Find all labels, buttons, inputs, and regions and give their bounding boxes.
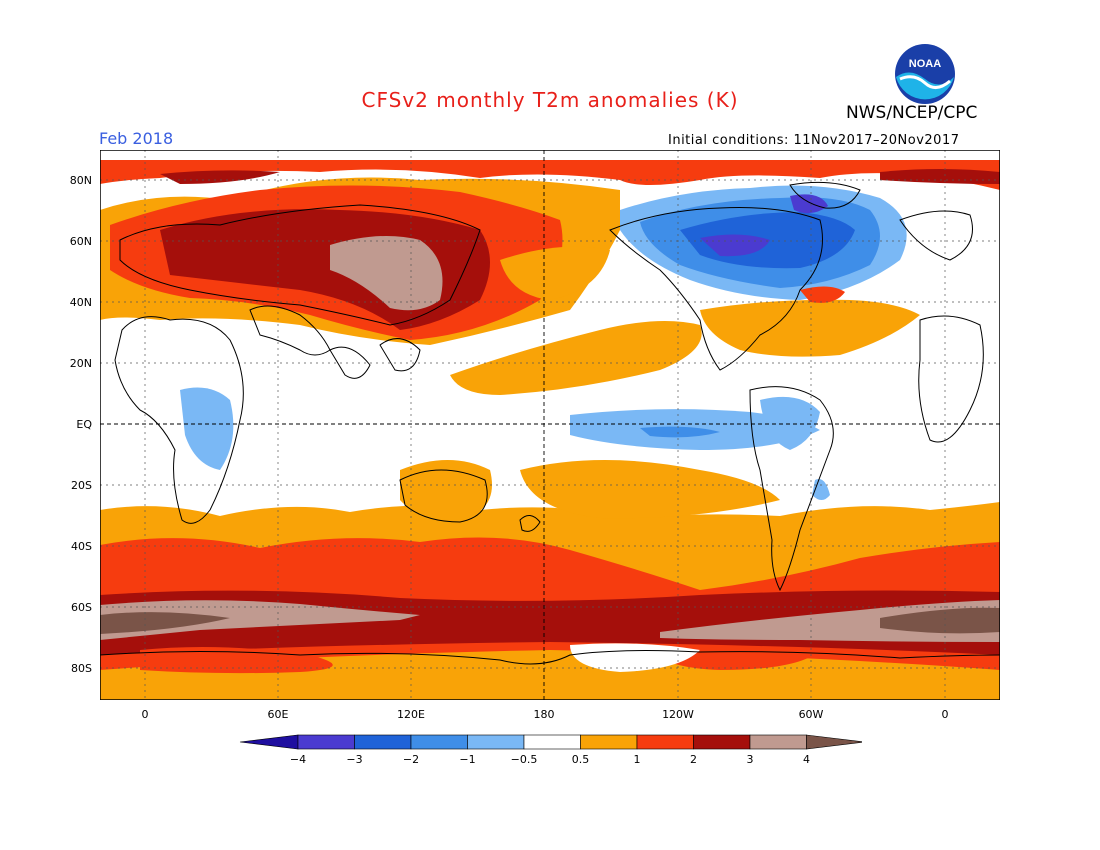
lat-label: 60S xyxy=(71,601,92,614)
lat-label: EQ xyxy=(76,418,92,431)
lon-label: 0 xyxy=(141,708,149,721)
colorbar-label: 4 xyxy=(803,753,810,766)
warm-asia-tan xyxy=(330,236,443,311)
colorbar-swatch xyxy=(467,734,525,750)
lat-label: 20S xyxy=(71,479,92,492)
colorbar-label: −3 xyxy=(346,753,363,766)
colorbar-label: −0.5 xyxy=(510,753,538,766)
colorbar-swatch xyxy=(297,734,355,750)
lat-label: 80S xyxy=(71,662,92,675)
colorbar-label: −1 xyxy=(459,753,476,766)
warm-central-pacific xyxy=(450,321,702,395)
lon-label: 60W xyxy=(798,708,824,721)
antarctic-red-patches xyxy=(140,646,820,674)
colorbar-arrow-right xyxy=(806,734,862,750)
anomaly-map xyxy=(100,150,1000,700)
cold-equatorial-pacific-dark xyxy=(640,426,720,438)
colorbar-swatch xyxy=(749,734,807,750)
chart-title: CFSv2 monthly T2m anomalies (K) xyxy=(361,88,739,112)
lon-label: 120W xyxy=(662,708,694,721)
noaa-logo: NOAA xyxy=(895,44,955,104)
lat-label: 40N xyxy=(69,296,92,309)
agency-label: NWS/NCEP/CPC xyxy=(846,103,978,123)
lon-label: 180 xyxy=(533,708,555,721)
colorbar-label: 3 xyxy=(746,753,754,766)
colorbar-label: −4 xyxy=(289,753,307,766)
colorbar-swatch xyxy=(636,734,694,750)
lat-label: 80N xyxy=(69,174,92,187)
colorbar-swatch xyxy=(354,734,412,750)
warm-arctic-red-cap xyxy=(100,160,1000,190)
warm-us-east xyxy=(700,299,920,357)
cold-africa xyxy=(180,387,234,470)
warm-arctic-darkred xyxy=(160,169,1000,184)
colorbar-swatch xyxy=(580,734,638,750)
warm-us-east-red xyxy=(800,286,845,303)
logo-text: NOAA xyxy=(909,58,941,70)
warm-north-pacific xyxy=(500,246,610,300)
antarctic-warm xyxy=(100,670,1000,700)
graticule xyxy=(100,150,1000,700)
colorbar-swatch xyxy=(693,734,751,750)
lat-label: 20N xyxy=(69,357,92,370)
warm-south-pacific xyxy=(520,460,780,519)
colorbar-label: 2 xyxy=(690,753,697,766)
colorbar-label: 0.5 xyxy=(571,753,590,766)
lat-label: 40S xyxy=(71,540,92,553)
lon-label: 0 xyxy=(941,708,949,721)
colorbar-label: −2 xyxy=(402,753,420,766)
lon-label: 120E xyxy=(397,708,425,721)
lat-label: 60N xyxy=(69,235,92,248)
colorbar-swatch xyxy=(523,734,581,750)
warm-australia xyxy=(400,460,492,521)
colorbar-swatch xyxy=(410,734,468,750)
cold-south-america xyxy=(760,396,830,500)
colorbar-label: 1 xyxy=(633,753,641,766)
colorbar-arrow-left xyxy=(239,734,299,750)
lon-label: 60E xyxy=(267,708,289,721)
warm-band-southern-ocean-tan xyxy=(100,600,420,640)
equator-dateline xyxy=(100,150,1000,700)
forecast-month: Feb 2018 xyxy=(99,129,174,148)
colorbar xyxy=(239,734,862,750)
coastlines xyxy=(100,181,1000,665)
initial-conditions: Initial conditions: 11Nov2017–20Nov2017 xyxy=(668,133,960,148)
